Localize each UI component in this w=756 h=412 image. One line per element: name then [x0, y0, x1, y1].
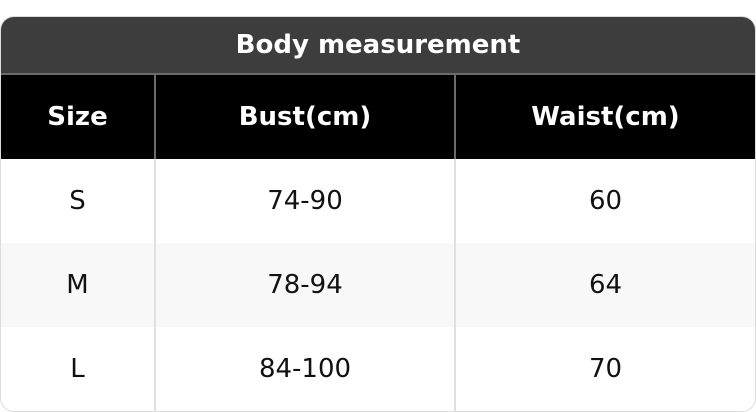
cell-bust: 74-90: [155, 159, 456, 243]
table-row: L 84-100 70: [1, 327, 755, 411]
cell-size: L: [1, 327, 156, 411]
table-row: S 74-90 60: [1, 159, 755, 243]
cell-bust: 78-94: [155, 243, 456, 327]
header-bust: Bust(cm): [155, 75, 456, 159]
table-title: Body measurement: [1, 17, 755, 75]
cell-size: M: [1, 243, 156, 327]
cell-waist: 70: [588, 354, 623, 384]
cell-waist: 64: [455, 243, 755, 327]
cell-size: S: [1, 159, 156, 243]
table-row: M 78-94 64: [1, 243, 755, 327]
measurement-table: Size Bust(cm) Waist(cm) S 74-90 60 M 78-…: [1, 75, 755, 411]
header-row: Size Bust(cm) Waist(cm): [1, 75, 755, 159]
header-size: Size: [1, 75, 156, 159]
cell-waist: 60: [588, 186, 623, 216]
header-waist: Waist(cm): [455, 75, 755, 159]
cell-bust: 84-100: [155, 327, 456, 411]
size-chart-table: Body measurement Size Bust(cm) Waist(cm)…: [0, 16, 756, 412]
